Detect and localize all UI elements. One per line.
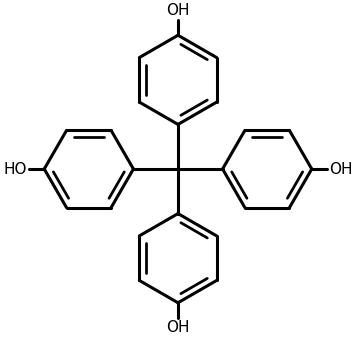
Text: OH: OH [166, 320, 190, 335]
Text: OH: OH [166, 3, 190, 18]
Text: HO: HO [3, 162, 27, 176]
Text: OH: OH [329, 162, 353, 176]
